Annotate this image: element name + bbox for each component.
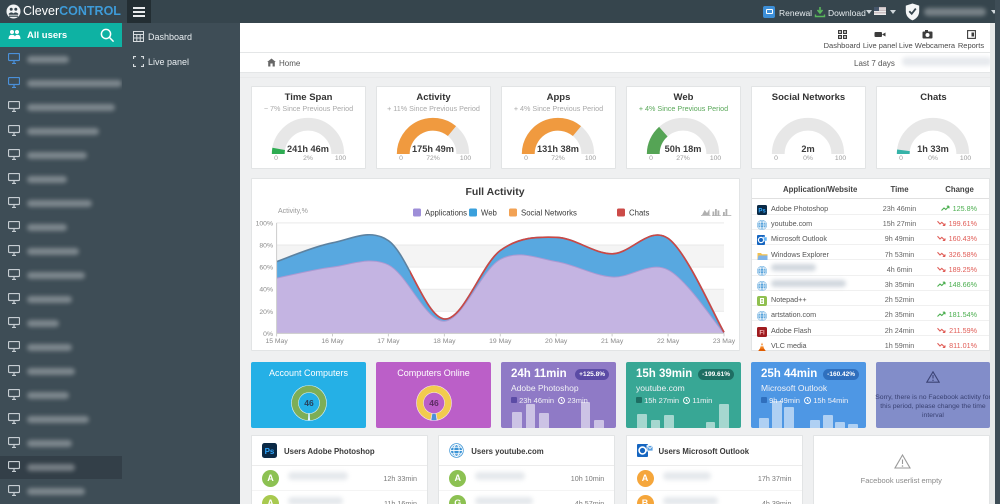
svg-text:Social Networks: Social Networks: [521, 209, 577, 218]
svg-text:2%: 2%: [303, 155, 313, 162]
svg-text:Chats: Chats: [629, 209, 649, 218]
svg-text:Applications: Applications: [425, 209, 467, 218]
svg-text:40%: 40%: [259, 287, 273, 294]
svg-text:80%: 80%: [259, 243, 273, 250]
svg-text:Activity,%: Activity,%: [278, 208, 308, 215]
svg-text:Full Activity: Full Activity: [465, 186, 524, 198]
svg-text:22 May: 22 May: [657, 338, 680, 345]
svg-text:Ps: Ps: [758, 209, 766, 215]
svg-text:100: 100: [710, 155, 722, 162]
svg-text:0%: 0%: [928, 155, 938, 162]
svg-text:0: 0: [774, 155, 778, 162]
svg-text:1h 33m: 1h 33m: [917, 144, 949, 154]
svg-text:100: 100: [960, 155, 972, 162]
svg-text:Ps: Ps: [265, 447, 275, 456]
svg-text:100: 100: [335, 155, 347, 162]
svg-text:175h 49m: 175h 49m: [412, 144, 454, 154]
svg-text:72%: 72%: [426, 155, 440, 162]
svg-text:46: 46: [304, 398, 314, 408]
svg-text:27%: 27%: [676, 155, 690, 162]
svg-text:0: 0: [399, 155, 403, 162]
svg-text:46: 46: [429, 398, 439, 408]
svg-text:100%: 100%: [256, 220, 273, 227]
svg-text:19 May: 19 May: [489, 338, 512, 345]
svg-text:2m: 2m: [801, 144, 814, 154]
svg-text:0: 0: [899, 155, 903, 162]
svg-text:100: 100: [585, 155, 597, 162]
svg-text:100: 100: [460, 155, 472, 162]
svg-text:23 May: 23 May: [713, 338, 736, 345]
svg-text:18 May: 18 May: [433, 338, 456, 345]
svg-text:131h 38m: 131h 38m: [537, 144, 579, 154]
svg-text:21 May: 21 May: [601, 338, 624, 345]
svg-text:0%: 0%: [803, 155, 813, 162]
svg-text:0%: 0%: [263, 331, 273, 338]
svg-text:0: 0: [649, 155, 653, 162]
svg-text:100: 100: [835, 155, 847, 162]
svg-text:16 May: 16 May: [321, 338, 344, 345]
svg-text:Web: Web: [481, 209, 498, 218]
svg-text:17 May: 17 May: [377, 338, 400, 345]
svg-text:50h 18m: 50h 18m: [665, 144, 702, 154]
svg-text:72%: 72%: [551, 155, 565, 162]
svg-text:20 May: 20 May: [545, 338, 568, 345]
svg-text:241h 46m: 241h 46m: [287, 144, 329, 154]
svg-text:20%: 20%: [259, 309, 273, 316]
svg-text:0: 0: [274, 155, 278, 162]
svg-text:60%: 60%: [259, 265, 273, 272]
svg-text:15 May: 15 May: [265, 338, 288, 345]
svg-text:Fl: Fl: [759, 330, 765, 336]
svg-text:0: 0: [524, 155, 528, 162]
